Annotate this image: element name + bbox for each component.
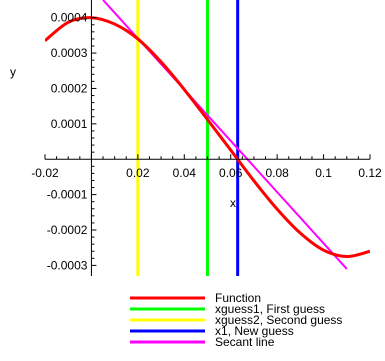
y-tick-label: 0.0001: [51, 117, 88, 131]
y-tick-label: 0.0004: [51, 11, 88, 25]
legend-label-x1-new-guess: x1, New guess: [215, 324, 294, 338]
x-tick-label: 0.06: [219, 166, 243, 180]
y-tick-label: -0.0001: [47, 188, 88, 202]
x-tick-label: 0.08: [265, 166, 289, 180]
x-tick-label: 0.02: [126, 166, 150, 180]
x-tick-label: -0.02: [31, 166, 59, 180]
x-tick-label: 0.12: [358, 166, 382, 180]
axes-layer: [44, 0, 371, 276]
series-layer: [45, 0, 370, 276]
series-function: [45, 16, 370, 259]
x-axis-label: x: [230, 196, 236, 210]
x-tick-label: 0.04: [173, 166, 197, 180]
y-tick-label: -0.0002: [47, 223, 88, 237]
y-axis-label: y: [10, 65, 16, 79]
legend-label-xguess1-first-guess: xguess1, First guess: [215, 302, 325, 316]
y-tick-label: 0.0003: [51, 46, 88, 60]
legend-label-secant-line: Secant line: [215, 335, 275, 349]
legend-label-function: Function: [215, 291, 261, 305]
y-tick-label: -0.0003: [47, 258, 88, 272]
x-tick-label: 0.1: [315, 166, 332, 180]
tick-labels: -0.02 0.02 0.04 0.06 0.08 0.1 0.12 0.0004 0.0003…: [31, 11, 382, 273]
legend-label-xguess2-second-guess: xguess2, Second guess: [215, 313, 342, 327]
y-tick-label: 0.0002: [51, 81, 88, 95]
